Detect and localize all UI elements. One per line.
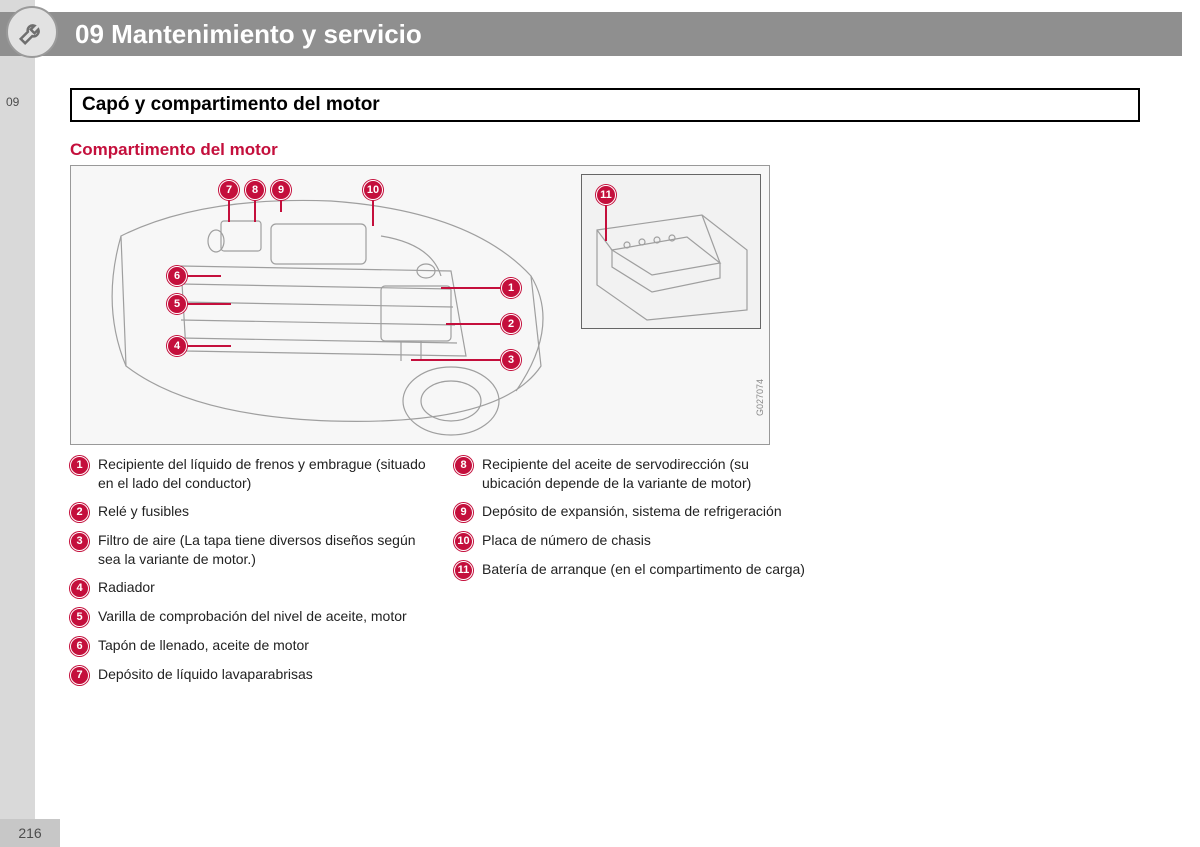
callout-line [441,287,501,289]
diagram-marker-3: 3 [501,350,521,370]
legend-text: Placa de número de chasis [482,531,651,550]
legend-badge: 10 [454,532,473,551]
callout-line [187,345,231,347]
diagram-marker-2: 2 [501,314,521,334]
chapter-title: 09 Mantenimiento y servicio [75,19,422,50]
engine-diagram: 11 G027074 789 10 6 5 4 1 2 3 [71,166,769,444]
engine-line-art [71,166,581,446]
callout-line [254,200,256,222]
legend-text: Filtro de aire (La tapa tiene diversos d… [98,531,426,569]
callout-line [605,205,607,241]
section-title: Capó y compartimento del motor [82,94,1128,116]
diagram-marker-9: 9 [271,180,291,200]
legend-item-3: 3 Filtro de aire (La tapa tiene diversos … [70,531,426,569]
diagram-marker-8: 8 [245,180,265,200]
legend-item-6: 6 Tapón de llenado, aceite de motor [70,636,426,656]
legend-badge: 9 [454,503,473,522]
callout-line [187,275,221,277]
legend-badge: 1 [70,456,89,475]
side-tab: 09 [0,0,35,847]
diagram-marker-10: 10 [363,180,383,200]
diagram-marker-7: 7 [219,180,239,200]
diagram-marker-1: 1 [501,278,521,298]
legend-item-11: 11 Batería de arranque (en el compartimen… [454,560,810,580]
section-heading: Compartimento del motor [70,140,278,160]
legend-item-7: 7 Depósito de líquido lavaparabrisas [70,665,426,685]
callout-line [187,303,231,305]
callout-line [446,323,501,325]
legend-item-1: 1 Recipiente del líquido de frenos y embr… [70,455,426,493]
legend-badge: 8 [454,456,473,475]
image-reference-code: G027074 [755,379,765,416]
legend-text: Depósito de líquido lavaparabrisas [98,665,313,684]
legend-columns: 1 Recipiente del líquido de frenos y embr… [70,455,810,694]
legend-item-9: 9 Depósito de expansión, sistema de refri… [454,502,810,522]
inset-battery-diagram: 11 [581,174,761,329]
callout-line [228,200,230,222]
legend-badge: 5 [70,608,89,627]
section-title-bar: Capó y compartimento del motor [70,88,1140,122]
callout-line [411,359,501,361]
legend-badge: 2 [70,503,89,522]
diagram-marker-11: 11 [596,185,616,205]
engine-diagram-frame: 11 G027074 789 10 6 5 4 1 2 3 [70,165,770,445]
legend-item-2: 2 Relé y fusibles [70,502,426,522]
legend-column-left: 1 Recipiente del líquido de frenos y embr… [70,455,426,694]
page-number-value: 216 [18,825,41,841]
legend-text: Batería de arranque (en el compartimento… [482,560,805,579]
diagram-marker-4: 4 [167,336,187,356]
legend-column-right: 8 Recipiente del aceite de servodirección… [454,455,810,694]
legend-text: Depósito de expansión, sistema de refrig… [482,502,782,521]
legend-text: Recipiente del aceite de servodirección … [482,455,810,493]
wrench-icon [6,6,58,58]
side-tab-label: 09 [6,95,19,109]
legend-badge: 6 [70,637,89,656]
legend-badge: 4 [70,579,89,598]
legend-text: Recipiente del líquido de frenos y embra… [98,455,426,493]
legend-badge: 3 [70,532,89,551]
legend-item-4: 4 Radiador [70,578,426,598]
callout-line [372,200,374,226]
legend-item-10: 10 Placa de número de chasis [454,531,810,551]
diagram-marker-6: 6 [167,266,187,286]
legend-text: Tapón de llenado, aceite de motor [98,636,309,655]
legend-badge: 11 [454,561,473,580]
callout-line [280,200,282,212]
page-number: 216 [0,819,60,847]
chapter-header: 09 Mantenimiento y servicio [0,12,1182,56]
legend-text: Varilla de comprobación del nivel de ace… [98,607,407,626]
legend-item-8: 8 Recipiente del aceite de servodirección… [454,455,810,493]
legend-text: Relé y fusibles [98,502,189,521]
diagram-marker-5: 5 [167,294,187,314]
legend-badge: 7 [70,666,89,685]
legend-item-5: 5 Varilla de comprobación del nivel de ac… [70,607,426,627]
legend-text: Radiador [98,578,155,597]
